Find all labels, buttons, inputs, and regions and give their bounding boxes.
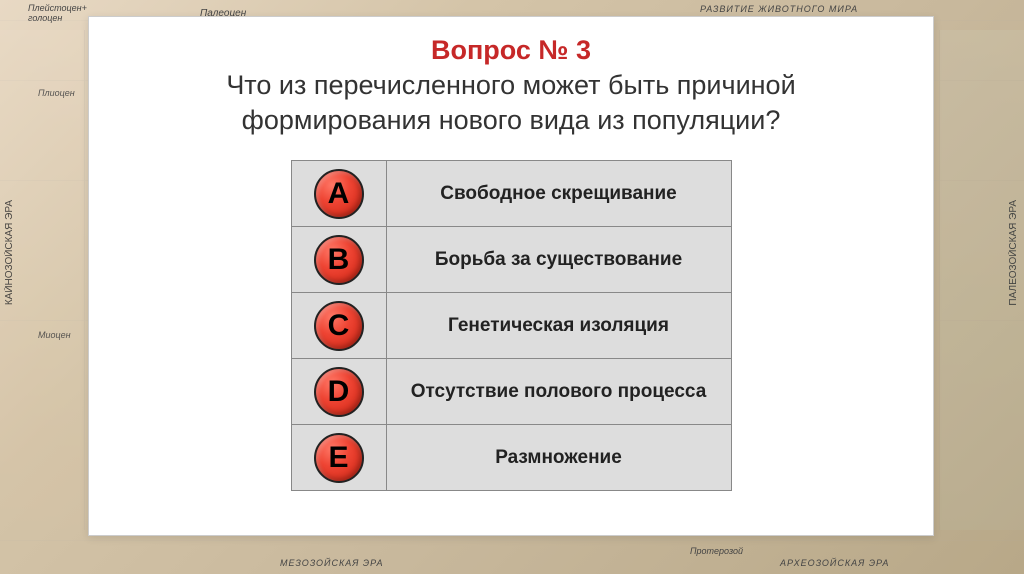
option-badge-a: A	[314, 169, 364, 219]
option-row: B Борьба за существование	[291, 227, 731, 293]
option-text-cell[interactable]: Отсутствие полового процесса	[386, 359, 731, 425]
option-letter-cell[interactable]: D	[291, 359, 386, 425]
options-table: A Свободное скрещивание B Борьба за суще…	[291, 160, 732, 491]
option-letter-cell[interactable]: C	[291, 293, 386, 359]
question-text: Что из перечисленного может быть причино…	[89, 68, 933, 138]
quiz-card: Вопрос № 3 Что из перечисленного может б…	[88, 16, 934, 536]
option-letter-cell[interactable]: A	[291, 161, 386, 227]
option-row: C Генетическая изоляция	[291, 293, 731, 359]
bg-strip-right	[939, 30, 1024, 530]
option-text-cell[interactable]: Размножение	[386, 425, 731, 491]
question-header: Вопрос № 3 Что из перечисленного может б…	[89, 17, 933, 138]
option-text-cell[interactable]: Свободное скрещивание	[386, 161, 731, 227]
option-row: D Отсутствие полового процесса	[291, 359, 731, 425]
option-row: A Свободное скрещивание	[291, 161, 731, 227]
option-letter-cell[interactable]: B	[291, 227, 386, 293]
option-badge-d: D	[314, 367, 364, 417]
option-text-cell[interactable]: Генетическая изоляция	[386, 293, 731, 359]
option-badge-e: E	[314, 433, 364, 483]
option-row: E Размножение	[291, 425, 731, 491]
option-badge-b: B	[314, 235, 364, 285]
question-number: Вопрос № 3	[89, 35, 933, 66]
option-letter-cell[interactable]: E	[291, 425, 386, 491]
bg-line	[0, 540, 1024, 541]
option-text-cell[interactable]: Борьба за существование	[386, 227, 731, 293]
option-badge-c: C	[314, 301, 364, 351]
bg-strip-left	[0, 30, 85, 530]
